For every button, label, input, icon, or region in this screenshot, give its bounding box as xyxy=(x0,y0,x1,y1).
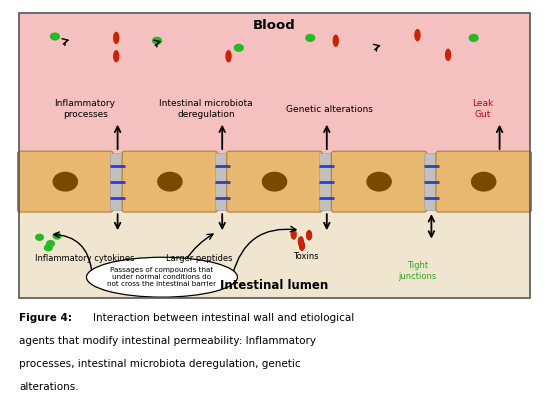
Text: agents that modify intestinal permeability: Inflammatory: agents that modify intestinal permeabili… xyxy=(19,336,316,346)
FancyBboxPatch shape xyxy=(332,151,427,212)
Bar xyxy=(424,153,439,210)
Text: Interaction between intestinal wall and etiological: Interaction between intestinal wall and … xyxy=(93,313,355,323)
Circle shape xyxy=(36,234,43,240)
Bar xyxy=(19,13,530,298)
Text: Figure 4:: Figure 4: xyxy=(19,313,72,323)
Text: Blood: Blood xyxy=(253,19,296,32)
Ellipse shape xyxy=(226,51,231,62)
Circle shape xyxy=(234,45,243,51)
Text: Inflammatory cytokines: Inflammatory cytokines xyxy=(35,254,135,263)
Circle shape xyxy=(53,172,77,191)
Text: Larger peptides: Larger peptides xyxy=(166,254,233,263)
Text: Intestinal lumen: Intestinal lumen xyxy=(220,279,329,292)
Text: Leak
Gut: Leak Gut xyxy=(473,100,494,119)
Text: Genetic alterations: Genetic alterations xyxy=(286,105,373,114)
Circle shape xyxy=(51,33,59,40)
FancyBboxPatch shape xyxy=(18,151,113,212)
Circle shape xyxy=(262,172,287,191)
Circle shape xyxy=(367,172,391,191)
FancyBboxPatch shape xyxy=(122,151,217,212)
Circle shape xyxy=(44,245,52,251)
Ellipse shape xyxy=(446,49,451,60)
FancyBboxPatch shape xyxy=(227,151,322,212)
Ellipse shape xyxy=(306,231,312,240)
Circle shape xyxy=(472,172,496,191)
Bar xyxy=(19,13,530,153)
Ellipse shape xyxy=(114,32,119,43)
Circle shape xyxy=(53,233,61,239)
Circle shape xyxy=(306,34,315,41)
Ellipse shape xyxy=(415,30,420,41)
Bar xyxy=(215,153,229,210)
Circle shape xyxy=(158,172,182,191)
Text: Passages of compounds that
under normal conditions do
not cross the intestinal b: Passages of compounds that under normal … xyxy=(108,267,216,287)
Text: processes, intestinal microbiota deregulation, genetic: processes, intestinal microbiota deregul… xyxy=(19,359,301,369)
Text: Tight
junctions: Tight junctions xyxy=(398,261,436,281)
Text: alterations.: alterations. xyxy=(19,382,79,392)
Ellipse shape xyxy=(86,257,237,297)
Text: Toxins: Toxins xyxy=(293,252,318,261)
Ellipse shape xyxy=(300,241,305,250)
FancyBboxPatch shape xyxy=(436,151,531,212)
Text: Inflammatory
processes: Inflammatory processes xyxy=(54,100,116,119)
Circle shape xyxy=(47,241,54,247)
Bar xyxy=(19,210,530,298)
Bar xyxy=(110,153,125,210)
Bar xyxy=(320,153,334,210)
Circle shape xyxy=(153,37,161,44)
Ellipse shape xyxy=(333,35,338,46)
Ellipse shape xyxy=(114,51,119,62)
Ellipse shape xyxy=(299,237,304,246)
Bar xyxy=(19,153,530,210)
Circle shape xyxy=(469,34,478,41)
Ellipse shape xyxy=(292,230,296,239)
Text: Intestinal microbiota
deregulation: Intestinal microbiota deregulation xyxy=(159,100,253,119)
